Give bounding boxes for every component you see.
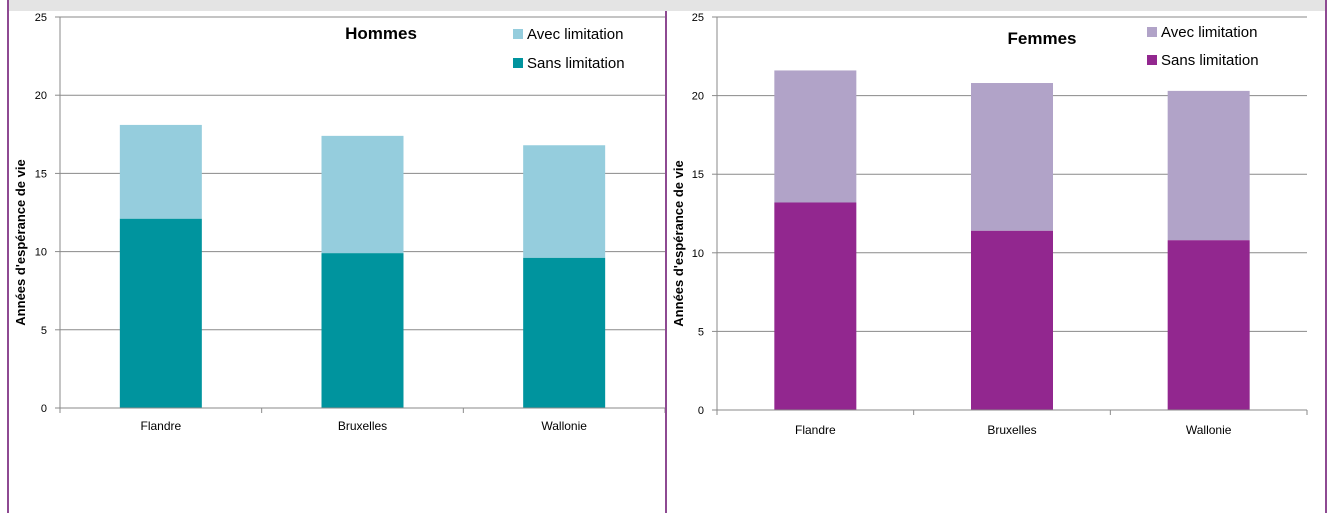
x-category-label: Wallonie [1186, 423, 1232, 437]
x-category-label: Flandre [795, 423, 836, 437]
y-axis-title: Années d'espérance de vie [671, 160, 686, 326]
bar-avec-limitation [1167, 90, 1250, 241]
legend-label-sans-limitation: Sans limitation [527, 55, 625, 72]
chart-panel-femmes: 0 5 10 15 20 25 Flandre Bruxelles Wallonie Années… [665, 11, 1327, 513]
bar-avec-limitation [971, 83, 1053, 231]
bar-sans-limitation [1167, 240, 1250, 410]
chart-hommes: 0 5 10 15 20 25 Flandre Bruxelles Wallonie Années… [13, 12, 665, 433]
bar-sans-limitation [523, 257, 606, 408]
legend-swatch-sans-limitation [513, 58, 523, 68]
y-tick-label: 25 [692, 12, 704, 24]
legend-swatch-sans-limitation [1147, 55, 1157, 65]
bar-sans-limitation [971, 230, 1053, 410]
y-tick-label: 25 [35, 12, 47, 24]
x-category-label: Wallonie [541, 419, 587, 433]
legend-label-avec-limitation: Avec limitation [527, 26, 623, 43]
y-tick-label: 0 [41, 403, 47, 415]
y-tick-label: 15 [35, 168, 47, 180]
bar-avec-limitation [523, 145, 606, 258]
bar-avec-limitation [321, 135, 404, 254]
x-category-label: Flandre [140, 419, 181, 433]
legend-swatch-avec-limitation [513, 29, 523, 39]
bar-avec-limitation [119, 124, 202, 219]
y-tick-label: 10 [692, 248, 704, 260]
y-tick-label: 10 [35, 247, 47, 259]
chart-panel-hommes: 0 5 10 15 20 25 Flandre Bruxelles Wallonie Années… [7, 11, 667, 513]
x-category-label: Bruxelles [987, 423, 1036, 437]
y-tick-label: 20 [35, 90, 47, 102]
legend-swatch-avec-limitation [1147, 27, 1157, 37]
y-axis-title: Années d'espérance de vie [13, 159, 28, 325]
bar-avec-limitation [774, 70, 857, 203]
x-category-label: Bruxelles [338, 419, 387, 433]
chart-femmes: 0 5 10 15 20 25 Flandre Bruxelles Wallonie Années… [671, 12, 1308, 437]
legend-label-avec-limitation: Avec limitation [1161, 24, 1257, 41]
y-tick-label: 5 [698, 326, 704, 338]
y-tick-label: 20 [692, 91, 704, 103]
chart-title: Hommes [345, 24, 417, 43]
bar-sans-limitation [321, 253, 404, 408]
legend-label-sans-limitation: Sans limitation [1161, 52, 1259, 69]
bar-sans-limitation [119, 218, 202, 408]
y-tick-label: 0 [698, 405, 704, 417]
chart-title: Femmes [1008, 29, 1077, 48]
y-tick-label: 5 [41, 325, 47, 337]
bar-sans-limitation [774, 202, 857, 410]
y-tick-label: 15 [692, 169, 704, 181]
